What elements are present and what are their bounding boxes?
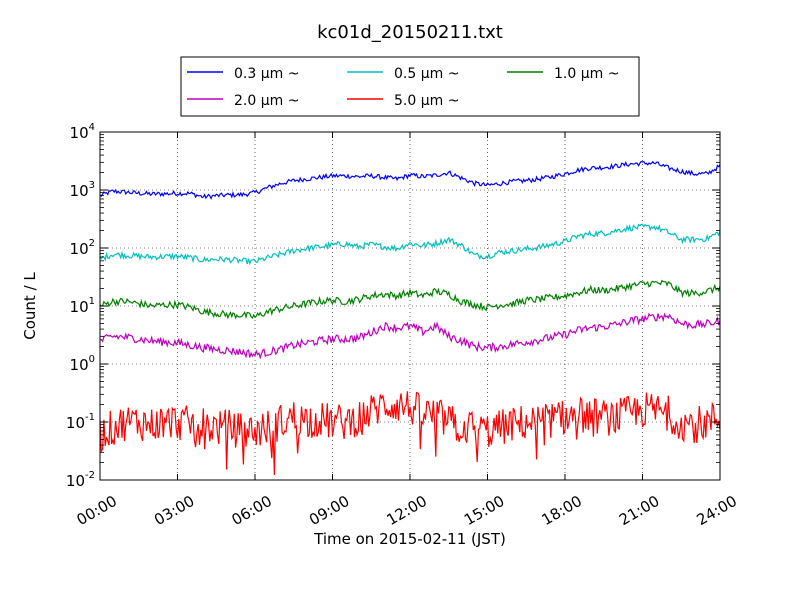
series-line-0	[99, 160, 721, 200]
series-line-1	[99, 223, 721, 266]
y-tick-label: 102	[70, 238, 95, 258]
legend: 0.3 μm ~ 0.5 μm ~ 1.0 μm ~ 2.0 μm ~ 5.0 μm ~	[180, 56, 640, 117]
legend-label-0: 0.3 μm ~	[234, 66, 299, 82]
x-tick-label: 06:00	[229, 492, 275, 529]
legend-label-4: 5.0 μm ~	[394, 93, 459, 109]
y-tick-label: 103	[70, 180, 95, 200]
series-line-3	[99, 312, 721, 360]
legend-label-1: 0.5 μm ~	[394, 66, 459, 82]
series-line-4	[99, 391, 721, 476]
y-tick-label: 10-2	[66, 470, 95, 490]
y-tick-label: 10-1	[66, 412, 95, 432]
legend-label-2: 1.0 μm ~	[554, 66, 619, 82]
x-tick-label: 18:00	[539, 492, 585, 529]
legend-label-3: 2.0 μm ~	[234, 93, 299, 109]
x-tick-label: 09:00	[306, 492, 352, 529]
plot-frame	[99, 131, 721, 481]
x-tick-label: 21:00	[616, 492, 662, 529]
legend-box	[180, 56, 640, 117]
x-tick-label: 03:00	[151, 492, 197, 529]
x-tick-label: 00:00	[74, 492, 120, 529]
x-tick-label: 15:00	[461, 492, 507, 529]
x-tick-label: 12:00	[384, 492, 430, 529]
chart-title: kc01d_20150211.txt	[317, 22, 503, 43]
y-tick-label: 101	[70, 296, 95, 316]
x-axis-label: Time on 2015-02-11 (JST)	[313, 530, 506, 548]
y-tick-label: 104	[70, 122, 95, 142]
grid	[100, 132, 720, 480]
x-tick-label: 24:00	[694, 492, 740, 529]
series-lines	[99, 160, 721, 476]
y-tick-label: 100	[70, 354, 95, 374]
y-axis-label: Count / L	[21, 272, 39, 340]
series-line-2	[99, 279, 721, 320]
